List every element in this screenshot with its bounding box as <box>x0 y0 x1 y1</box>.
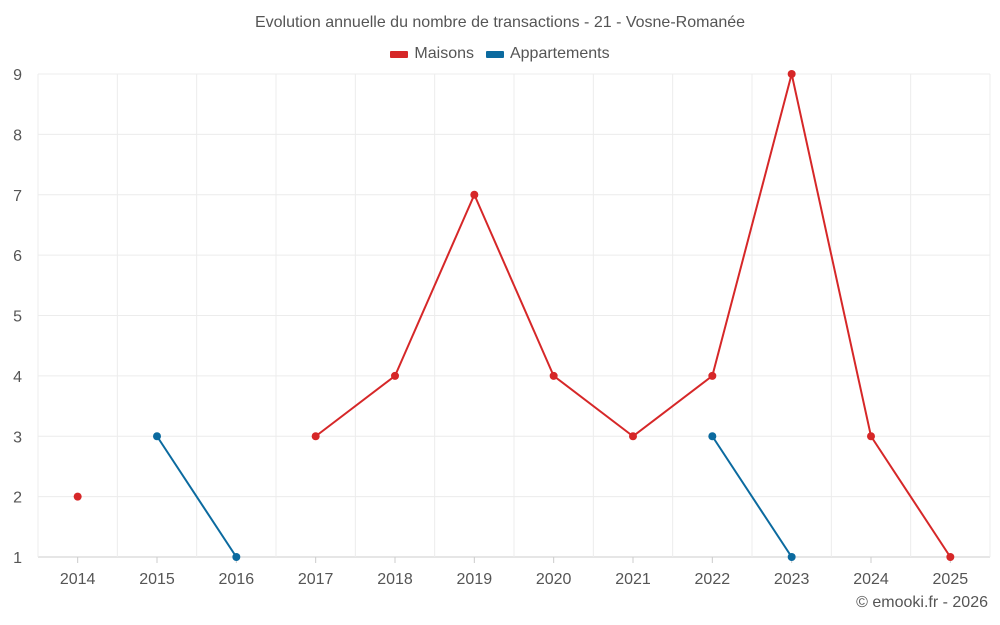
x-tick-label-2025: 2025 <box>933 571 969 588</box>
series-maisons-segment-2023 <box>790 73 872 437</box>
legend-item-appartements[interactable]: Appartements <box>485 45 610 63</box>
x-tick-label-2023: 2023 <box>774 571 810 588</box>
x-tick-label-2014: 2014 <box>60 571 96 588</box>
x-tick-label-2015: 2015 <box>139 571 175 588</box>
y-tick-label-9: 9 <box>13 67 22 84</box>
series-appartements-segment-2015 <box>156 435 238 558</box>
y-tick-label-2: 2 <box>13 490 22 507</box>
series-maisons-segment-2024 <box>870 435 952 558</box>
series-appartements-point-2016 <box>232 553 241 561</box>
y-tick-label-7: 7 <box>13 188 22 205</box>
series-maisons-point-2020 <box>549 371 558 380</box>
legend-swatch-appartements <box>485 50 504 58</box>
x-tick-label-2018: 2018 <box>377 571 413 588</box>
y-tick-label-8: 8 <box>13 127 22 144</box>
series-maisons-segment-2022 <box>711 73 793 377</box>
series-maisons-point-2023 <box>787 70 796 78</box>
x-tick-label-2024: 2024 <box>853 571 889 588</box>
y-tick-label-1: 1 <box>13 550 22 567</box>
series-maisons-point-2014 <box>73 492 82 501</box>
series-maisons-point-2021 <box>629 432 637 441</box>
legend-label-appartements: Appartements <box>509 45 610 62</box>
series-maisons-segment-2021 <box>632 375 713 438</box>
series-maisons-point-2018 <box>391 371 399 380</box>
series-maisons-segment-2018 <box>394 194 476 377</box>
x-tick-label-2019: 2019 <box>457 571 493 588</box>
x-tick-label-2020: 2020 <box>536 571 572 588</box>
x-tick-label-2016: 2016 <box>219 571 255 588</box>
series-maisons-segment-2020 <box>553 375 634 438</box>
series-appartements-point-2022 <box>708 432 717 441</box>
x-tick-label-2022: 2022 <box>695 571 731 588</box>
series-maisons-point-2025 <box>946 553 955 561</box>
y-tick-label-4: 4 <box>13 369 22 386</box>
series-appartements-point-2023 <box>787 553 796 561</box>
y-tick-label-3: 3 <box>13 429 22 446</box>
legend: Maisons Appartements <box>0 45 1000 63</box>
legend-item-maisons[interactable]: Maisons <box>390 45 474 63</box>
legend-swatch-maisons <box>390 50 409 58</box>
series-maisons-point-2019 <box>470 190 479 199</box>
series-appartements-point-2015 <box>153 432 161 441</box>
x-tick-label-2021: 2021 <box>615 571 651 588</box>
series-appartements-segment-2022 <box>711 435 793 558</box>
x-tick-label-2017: 2017 <box>298 571 334 588</box>
series-maisons-point-2024 <box>867 432 875 441</box>
series-maisons-segment-2017 <box>315 375 396 438</box>
chart-title: Evolution annuelle du nombre de transact… <box>254 14 746 31</box>
y-tick-label-6: 6 <box>13 248 22 265</box>
series-maisons-segment-2019 <box>473 194 555 377</box>
credit: © emooki.fr - 2026 <box>856 594 988 611</box>
series-maisons-point-2017 <box>311 432 320 441</box>
series-maisons-point-2022 <box>708 371 717 380</box>
y-tick-label-5: 5 <box>13 309 22 326</box>
legend-label-maisons: Maisons <box>414 45 474 62</box>
